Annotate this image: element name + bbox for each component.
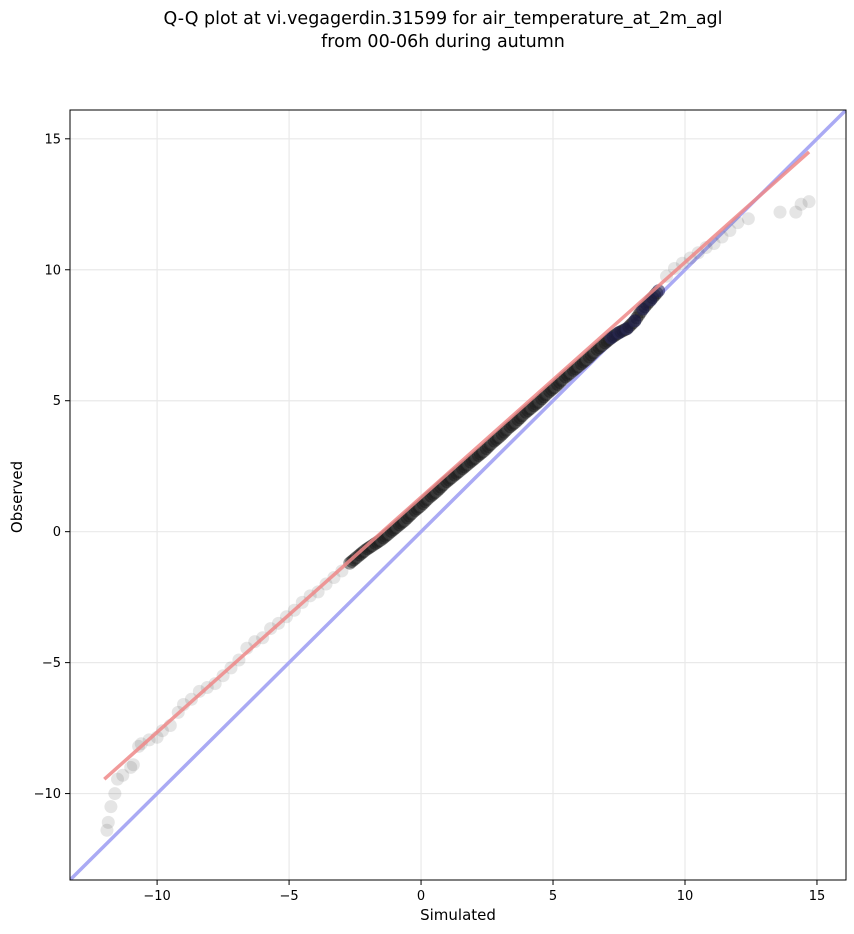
x-tick-label: 5 [549, 889, 557, 904]
quantile-point [773, 205, 787, 219]
quantile-point [741, 212, 755, 226]
quantile-point [789, 205, 803, 219]
fit-line [103, 150, 811, 781]
quantile-point [124, 760, 138, 774]
quantile-point [104, 800, 118, 814]
quantile-point [126, 758, 140, 772]
x-tick-label: 10 [677, 889, 694, 904]
quantile-point [192, 684, 206, 698]
chart-title: Q-Q plot at vi.vegagerdin.31599 for air_… [0, 8, 854, 54]
quantile-point [802, 195, 816, 209]
quantile-point [636, 302, 650, 316]
quantile-point [620, 322, 634, 336]
quantile-point [628, 314, 642, 328]
quantile-point [155, 724, 169, 738]
x-tick-label: −5 [279, 889, 298, 904]
quantile-point [108, 787, 122, 801]
x-tick-label: −10 [143, 889, 170, 904]
quantile-point [111, 772, 125, 786]
chart-title-line-1: Q-Q plot at vi.vegagerdin.31599 for air_… [163, 9, 723, 29]
identity-line [70, 110, 846, 880]
y-tick-label: 10 [44, 263, 61, 278]
quantile-point [248, 635, 262, 649]
quantile-point [116, 768, 130, 782]
grid-lines [70, 110, 846, 880]
y-tick-label: −5 [42, 656, 61, 671]
y-tick-label: 0 [53, 525, 61, 540]
quantile-point [327, 571, 341, 584]
quantile-point [335, 564, 349, 578]
x-tick-label: 0 [417, 889, 425, 904]
quantile-point [100, 823, 114, 837]
quantile-point [794, 197, 808, 211]
plot-marks [70, 110, 846, 880]
quantile-point [208, 677, 222, 691]
y-axis-label: Observed [8, 461, 26, 533]
y-tick-label: 15 [44, 132, 61, 147]
y-tick-label: −10 [34, 787, 61, 802]
axis-ticks: −10 −5 0 5 10 15 −10 −5 0 5 10 15 [34, 132, 826, 904]
chart-title-line-2: from 00-06h during autumn [321, 32, 565, 52]
plot-frame [69, 109, 847, 881]
x-tick-label: 15 [809, 889, 826, 904]
quantile-point [101, 815, 115, 829]
y-tick-label: 5 [53, 394, 61, 409]
x-axis-label: Simulated [420, 906, 496, 924]
quantile-point [667, 261, 681, 275]
quantile-point [311, 585, 325, 599]
